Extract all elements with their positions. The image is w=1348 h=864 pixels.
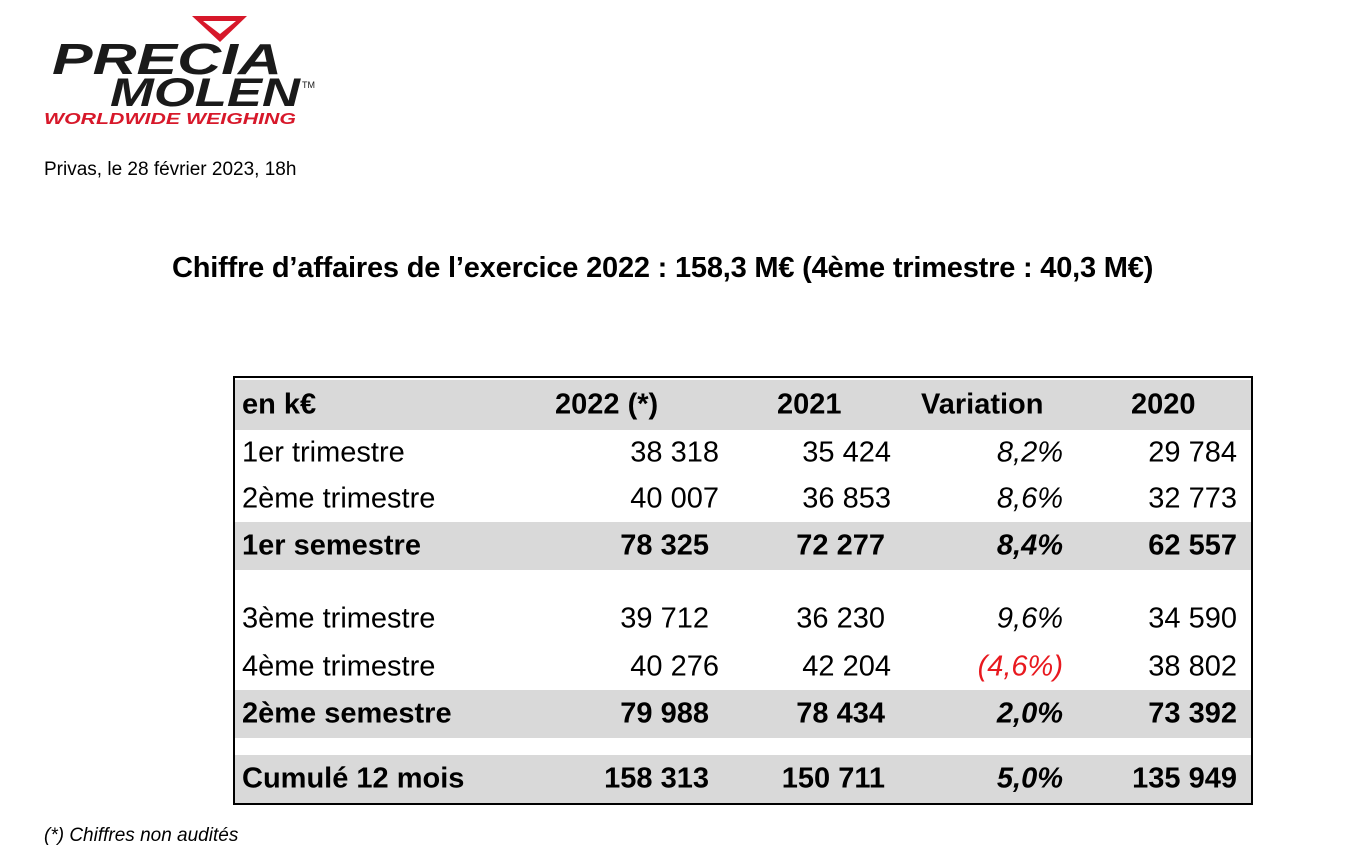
value-2022: 40 276 bbox=[630, 650, 719, 682]
row-label: 2ème semestre bbox=[242, 697, 452, 730]
row-label: Cumulé 12 mois bbox=[242, 762, 465, 795]
table-header-row: en k€ 2022 (*) 2021 Variation 2020 bbox=[235, 380, 1251, 430]
value-2020: 73 392 bbox=[1148, 697, 1237, 730]
page-title: Chiffre d’affaires de l’exercice 2022 : … bbox=[172, 252, 1154, 284]
table-row: 2ème trimestre 40 007 36 853 8,6% 32 773 bbox=[235, 476, 1251, 522]
date-line: Privas, le 28 février 2023, 18h bbox=[44, 159, 297, 180]
precia-molen-logo: PRECIA MOLEN TM WORLDWIDE WEIGHING bbox=[40, 14, 330, 129]
value-2022: 79 988 bbox=[620, 697, 709, 730]
value-2020: 29 784 bbox=[1148, 436, 1237, 469]
header-variation: Variation bbox=[921, 388, 1044, 421]
value-2022: 38 318 bbox=[630, 436, 719, 469]
value-variation: 5,0% bbox=[996, 762, 1063, 795]
value-2021: 36 230 bbox=[796, 602, 885, 635]
value-2020: 135 949 bbox=[1132, 762, 1237, 795]
value-2021: 35 424 bbox=[802, 436, 891, 469]
table-row-total: Cumulé 12 mois 158 313 150 711 5,0% 135 … bbox=[235, 755, 1251, 803]
header-2020: 2020 bbox=[1131, 388, 1196, 421]
header-2022: 2022 (*) bbox=[555, 388, 659, 421]
table-row: 1er trimestre 38 318 35 424 8,2% 29 784 bbox=[235, 430, 1251, 476]
value-2021: 78 434 bbox=[796, 697, 885, 730]
value-2021: 42 204 bbox=[802, 650, 891, 682]
value-2021: 150 711 bbox=[781, 762, 885, 795]
row-label: 4ème trimestre bbox=[242, 650, 436, 682]
value-2020: 62 557 bbox=[1148, 529, 1237, 562]
header-unit: en k€ bbox=[242, 388, 317, 421]
footnote: (*) Chiffres non audités bbox=[44, 825, 239, 846]
svg-text:WORLDWIDE WEIGHING: WORLDWIDE WEIGHING bbox=[44, 111, 296, 128]
value-variation: 2,0% bbox=[996, 697, 1063, 730]
table-row-subtotal: 2ème semestre 79 988 78 434 2,0% 73 392 bbox=[235, 690, 1251, 738]
value-2022: 78 325 bbox=[620, 529, 709, 562]
row-label: 2ème trimestre bbox=[242, 482, 436, 515]
svg-text:PRECIA: PRECIA bbox=[52, 35, 282, 84]
row-label: 1er semestre bbox=[242, 529, 421, 562]
table-row: 3ème trimestre 39 712 36 230 9,6% 34 590 bbox=[235, 595, 1251, 643]
table-row-subtotal: 1er semestre 78 325 72 277 8,4% 62 557 bbox=[235, 522, 1251, 570]
value-variation: 8,2% bbox=[996, 436, 1063, 469]
value-variation: 8,6% bbox=[996, 482, 1063, 515]
svg-text:MOLEN: MOLEN bbox=[110, 71, 301, 115]
value-2022: 39 712 bbox=[620, 602, 709, 635]
value-variation: 8,4% bbox=[996, 529, 1063, 562]
header-2021: 2021 bbox=[777, 388, 842, 421]
value-2022: 40 007 bbox=[630, 482, 719, 515]
value-variation-negative: (4,6%) bbox=[977, 650, 1063, 682]
value-2020: 38 802 bbox=[1148, 650, 1237, 682]
svg-text:TM: TM bbox=[302, 80, 315, 90]
value-2020: 32 773 bbox=[1148, 482, 1237, 515]
revenue-table: en k€ 2022 (*) 2021 Variation 2020 1er t… bbox=[233, 376, 1253, 805]
row-label: 3ème trimestre bbox=[242, 602, 436, 635]
row-label: 1er trimestre bbox=[242, 436, 405, 469]
value-2021: 72 277 bbox=[796, 529, 885, 562]
value-2021: 36 853 bbox=[802, 482, 891, 515]
value-2022: 158 313 bbox=[604, 762, 709, 795]
value-2020: 34 590 bbox=[1148, 602, 1237, 635]
table-row: 4ème trimestre 40 276 42 204 (4,6%) 38 8… bbox=[235, 643, 1251, 690]
value-variation: 9,6% bbox=[996, 602, 1063, 635]
